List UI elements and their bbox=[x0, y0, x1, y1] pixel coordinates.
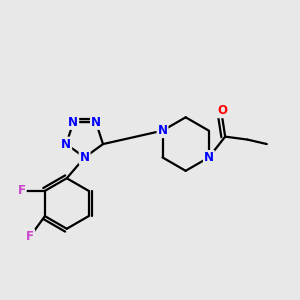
Text: F: F bbox=[18, 184, 26, 197]
Text: N: N bbox=[158, 124, 167, 137]
Text: N: N bbox=[68, 116, 78, 129]
Text: N: N bbox=[91, 116, 101, 129]
Text: O: O bbox=[217, 104, 227, 117]
Text: N: N bbox=[204, 151, 214, 164]
Text: N: N bbox=[80, 151, 90, 164]
Text: F: F bbox=[26, 230, 34, 242]
Text: N: N bbox=[61, 138, 71, 151]
